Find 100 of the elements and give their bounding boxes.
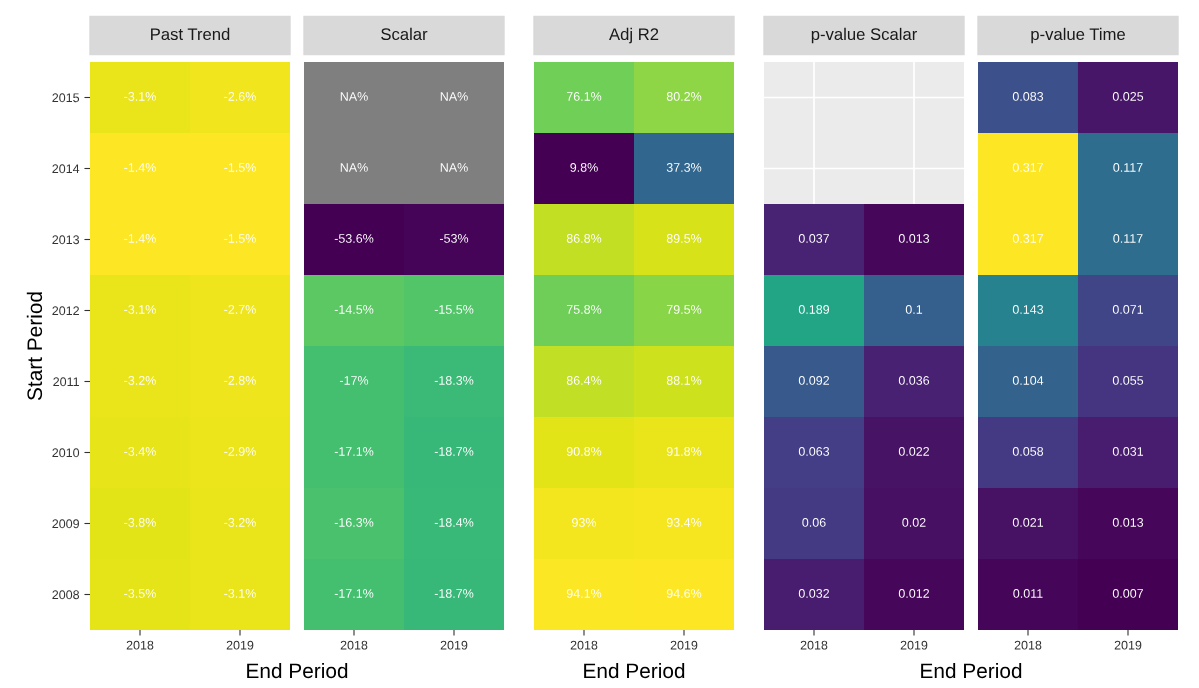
data-label: 0.011 xyxy=(1013,589,1043,598)
data-label: -18.3% xyxy=(434,376,474,385)
data-label: 80.2% xyxy=(666,92,702,101)
data-label: 90.8% xyxy=(566,447,602,456)
x-tick-label: 2018 xyxy=(570,640,598,650)
data-label: -2.9% xyxy=(224,447,256,456)
data-label: 0.013 xyxy=(898,234,930,243)
data-label: 0.02 xyxy=(902,518,926,527)
text: NA% xyxy=(440,163,468,172)
data-label: -3.2% xyxy=(124,376,156,385)
data-label: 0.117 xyxy=(1113,163,1143,172)
data-label: 89.5% xyxy=(666,234,702,243)
data-label: 75.8% xyxy=(566,305,602,314)
x-tick-label: 2019 xyxy=(670,640,698,650)
data-label: 76.1% xyxy=(566,92,602,101)
data-label: -16.3% xyxy=(334,518,374,527)
data-label: -15.5% xyxy=(434,305,474,314)
data-label: 0.021 xyxy=(1012,518,1044,527)
data-label: -1.4% xyxy=(124,163,156,172)
text: NA% xyxy=(340,92,368,101)
x-tick-label: 2018 xyxy=(800,640,828,650)
data-label: 93% xyxy=(572,518,597,527)
chart-title: Scalar xyxy=(381,27,428,41)
data-label: 86.4% xyxy=(566,376,602,385)
data-label: -1.4% xyxy=(124,234,156,243)
y-tick-label: 2014 xyxy=(52,164,80,174)
y-tick-label: 2015 xyxy=(52,93,80,103)
data-label: 0.083 xyxy=(1012,92,1044,101)
data-label: -3.2% xyxy=(224,518,256,527)
y-axis-title: Start Period xyxy=(26,292,43,401)
data-label: 0.036 xyxy=(898,376,930,385)
x-axis-title: End Period xyxy=(584,662,685,679)
data-label: 0.031 xyxy=(1112,447,1144,456)
data-label: 0.06 xyxy=(802,518,826,527)
data-label: 0.1 xyxy=(905,305,923,314)
data-label: -17.1% xyxy=(334,447,374,456)
y-tick-label: 2012 xyxy=(52,306,79,316)
y-tick-label: 2008 xyxy=(52,590,80,600)
data-label: 0.189 xyxy=(798,305,830,314)
chart-title: p-value Scalar xyxy=(811,27,917,44)
data-label: -2.8% xyxy=(224,376,256,385)
data-label: 86.8% xyxy=(566,234,602,243)
data-label: -3.5% xyxy=(124,589,156,598)
data-label: 79.5% xyxy=(666,305,702,314)
x-tick-label: 2019 xyxy=(440,640,468,650)
data-label: 0.104 xyxy=(1012,376,1044,385)
y-tick-label: 2010 xyxy=(52,448,80,458)
data-label: -3.1% xyxy=(124,305,156,314)
data-label: 0.058 xyxy=(1012,447,1044,456)
data-label: 9.8% xyxy=(570,163,598,172)
y-tick-label: 2011 xyxy=(53,377,79,387)
text: NA% xyxy=(340,163,368,172)
data-label: -3.8% xyxy=(124,518,156,527)
chart-title: p-value Time xyxy=(1031,27,1125,44)
data-label: 0.063 xyxy=(798,447,830,456)
data-label: -1.5% xyxy=(224,163,256,172)
x-tick-label: 2018 xyxy=(126,640,154,650)
data-label: 0.025 xyxy=(1112,92,1144,101)
chart-title: Past Trend xyxy=(151,27,230,41)
data-label: -2.6% xyxy=(224,92,256,101)
data-label: 0.317 xyxy=(1012,234,1044,243)
data-label: -3.4% xyxy=(124,447,156,456)
data-label: 93.4% xyxy=(666,518,702,527)
x-tick-label: 2018 xyxy=(340,640,368,650)
data-label: 0.012 xyxy=(898,589,930,598)
data-label: -3.1% xyxy=(124,92,156,101)
y-tick-label: 2009 xyxy=(52,519,79,529)
chart-title: Adj R2 xyxy=(609,27,659,44)
x-axis-title: End Period xyxy=(247,662,348,679)
data-label: -18.7% xyxy=(434,447,474,456)
data-label: 0.007 xyxy=(1112,589,1144,598)
x-tick-label: 2019 xyxy=(1114,640,1142,650)
data-label: 0.022 xyxy=(898,447,930,456)
data-label: -17.1% xyxy=(334,589,374,598)
data-label: 0.071 xyxy=(1112,305,1144,314)
data-label: -3.1% xyxy=(224,589,256,598)
data-label: 0.143 xyxy=(1012,305,1044,314)
data-label: -1.5% xyxy=(224,234,256,243)
data-label: -18.4% xyxy=(434,518,474,527)
data-label: 0.013 xyxy=(1112,518,1144,527)
data-label: 0.032 xyxy=(798,589,830,598)
data-label: 0.037 xyxy=(798,234,830,243)
x-tick-label: 2019 xyxy=(900,640,928,650)
data-label: -53.6% xyxy=(334,234,374,243)
x-tick-label: 2019 xyxy=(226,640,254,650)
data-label: 94.1% xyxy=(566,589,602,598)
x-axis-title: End Period xyxy=(921,662,1022,679)
data-label: 91.8% xyxy=(666,447,702,456)
data-label: 37.3% xyxy=(666,163,702,172)
text: NA% xyxy=(440,92,468,101)
data-label: -53% xyxy=(439,234,469,243)
data-label: 94.6% xyxy=(666,589,702,598)
data-label: -18.7% xyxy=(434,589,474,598)
data-label: 0.317 xyxy=(1012,163,1044,172)
data-label: -17% xyxy=(339,376,369,385)
x-tick-label: 2018 xyxy=(1014,640,1042,650)
y-tick-label: 2013 xyxy=(52,235,80,245)
data-label: 88.1% xyxy=(666,376,702,385)
data-label: -2.7% xyxy=(224,305,256,314)
data-label: 0.092 xyxy=(798,376,830,385)
